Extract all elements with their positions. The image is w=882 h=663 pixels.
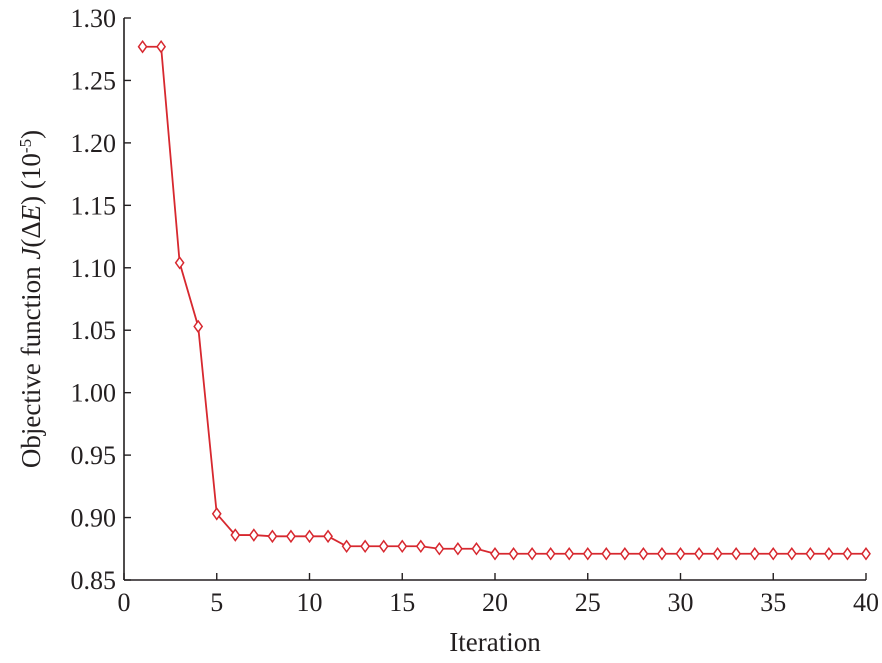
y-tick-label: 1.25 bbox=[71, 66, 117, 95]
x-tick-label: 30 bbox=[668, 588, 694, 617]
data-point-marker bbox=[638, 546, 649, 561]
x-tick-label: 25 bbox=[575, 588, 601, 617]
data-point-marker bbox=[174, 256, 185, 270]
y-axis-title-symbol: J bbox=[16, 246, 46, 260]
data-point-marker bbox=[712, 546, 723, 561]
data-point-marker bbox=[564, 546, 575, 561]
y-tick-label: 0.95 bbox=[71, 441, 117, 470]
x-tick-label: 5 bbox=[210, 588, 223, 617]
data-point-marker bbox=[805, 546, 816, 561]
data-point-marker bbox=[545, 546, 556, 561]
y-axis-title-open: (Δ bbox=[16, 221, 46, 247]
data-point-marker bbox=[156, 39, 167, 54]
data-point-marker bbox=[193, 319, 204, 334]
y-axis-title-symbol2: E bbox=[16, 204, 46, 222]
y-axis-title-end: ) bbox=[16, 130, 46, 139]
y-axis-title: Objective function J(ΔE) (10-5) bbox=[16, 130, 47, 468]
data-point-marker bbox=[471, 542, 482, 556]
x-tick-label: 35 bbox=[760, 588, 786, 617]
y-tick-label: 1.10 bbox=[71, 254, 117, 283]
data-point-marker bbox=[434, 542, 445, 556]
data-point-marker bbox=[675, 546, 686, 561]
x-tick-label: 0 bbox=[118, 588, 131, 617]
data-point-marker bbox=[304, 529, 315, 544]
x-tick-label: 15 bbox=[389, 588, 415, 617]
x-axis-ticks: 0 5 10 15 20 25 30 35 40 bbox=[118, 573, 879, 617]
data-point-marker bbox=[657, 546, 667, 561]
data-point-marker bbox=[415, 539, 426, 554]
data-point-marker bbox=[749, 546, 760, 561]
y-tick-label: 0.90 bbox=[71, 504, 117, 533]
data-point-marker bbox=[341, 539, 352, 554]
series-line bbox=[142, 45, 866, 555]
y-tick-label: 1.00 bbox=[71, 379, 117, 408]
y-tick-label: 1.20 bbox=[71, 129, 117, 158]
data-point-marker bbox=[786, 546, 797, 561]
data-point-marker bbox=[286, 529, 296, 544]
data-point-marker bbox=[731, 546, 742, 561]
data-point-marker bbox=[211, 507, 222, 521]
data-point-marker bbox=[619, 546, 630, 561]
data-point-marker bbox=[267, 529, 278, 544]
data-point-marker bbox=[490, 546, 500, 561]
y-axis-title-close: ) (10 bbox=[16, 153, 46, 205]
data-point-marker bbox=[452, 542, 463, 556]
y-tick-label: 1.15 bbox=[71, 191, 117, 220]
data-point-marker bbox=[248, 528, 259, 542]
x-axis-title: Iteration bbox=[449, 627, 541, 657]
data-point-marker bbox=[323, 529, 333, 544]
data-point-marker bbox=[582, 546, 593, 561]
y-tick-label: 1.05 bbox=[71, 316, 117, 345]
data-point-marker bbox=[527, 546, 538, 561]
y-axis-title-exponent: -5 bbox=[16, 139, 35, 153]
x-tick-label: 40 bbox=[853, 588, 879, 617]
data-point-marker bbox=[378, 539, 389, 554]
y-tick-label: 1.30 bbox=[71, 4, 117, 33]
data-point-marker bbox=[230, 528, 241, 542]
x-tick-label: 20 bbox=[482, 588, 508, 617]
data-point-marker bbox=[861, 546, 871, 561]
x-tick-label: 10 bbox=[297, 588, 323, 617]
data-point-marker bbox=[823, 546, 834, 561]
data-point-marker bbox=[137, 39, 148, 54]
y-axis-title-prefix: Objective function bbox=[16, 260, 46, 468]
data-point-marker bbox=[768, 546, 779, 561]
data-point-marker bbox=[694, 546, 704, 561]
data-point-marker bbox=[842, 546, 853, 561]
y-axis-ticks: 0.85 0.90 0.95 1.00 1.05 1.10 1.15 1.20 1.25 1.30 bbox=[71, 4, 131, 595]
data-point-marker bbox=[601, 546, 612, 561]
data-point-marker bbox=[397, 539, 408, 554]
y-tick-label: 0.85 bbox=[71, 566, 117, 595]
data-point-marker bbox=[508, 546, 519, 561]
data-point-marker bbox=[360, 539, 371, 554]
series-group bbox=[137, 39, 871, 561]
